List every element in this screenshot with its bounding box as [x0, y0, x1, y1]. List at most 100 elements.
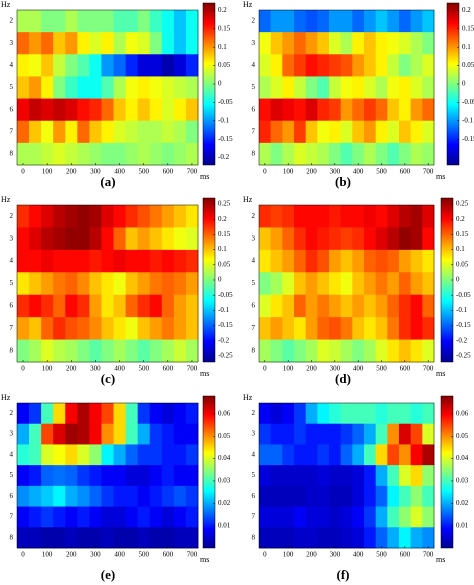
colorbar-tick-label: 0 [218, 276, 222, 284]
plot-frame [16, 9, 199, 166]
heat-cell [387, 339, 400, 363]
heat-cell [185, 272, 199, 296]
heat-cell [259, 142, 272, 166]
heat-cell [41, 465, 54, 487]
heat-cell [364, 76, 377, 99]
heat-cell [294, 205, 307, 228]
heat-cell [161, 465, 175, 487]
heat-cell [387, 294, 400, 318]
colorbar-tick-label: 0.05 [456, 260, 469, 268]
heat-cell [65, 444, 78, 466]
plot-frame [16, 204, 199, 363]
heat-cell [89, 142, 102, 166]
heat-cell [375, 527, 388, 549]
x-tick-label: 0 [21, 365, 25, 373]
panel-label: (d) [335, 371, 351, 386]
heat-cell [161, 32, 175, 55]
heat-cell [375, 142, 388, 166]
heat-cell [173, 403, 187, 425]
heat-cell [161, 339, 175, 363]
heat-cell [29, 98, 42, 122]
heat-cell [173, 32, 187, 55]
heat-cell [282, 506, 295, 528]
heat-cell [17, 272, 30, 296]
colorbar-tick-label: 0.1 [218, 245, 227, 253]
x-tick-label: 200 [66, 551, 77, 559]
heat-cell [185, 527, 199, 549]
heat-cell [317, 120, 330, 144]
heat-cell [137, 485, 151, 507]
heat-cell [53, 227, 66, 251]
heat-cell [17, 444, 30, 466]
heat-cell [340, 506, 353, 528]
heat-cell [317, 527, 330, 549]
colorbar-tick-label: 0.04 [218, 454, 231, 462]
heat-cell [113, 527, 126, 549]
heat-cell [173, 249, 187, 273]
heat-cell [317, 76, 330, 99]
heat-cell [125, 444, 139, 466]
heat-cell [185, 465, 199, 487]
heat-cell [29, 423, 42, 445]
heat-cell [399, 403, 412, 425]
heat-cell [399, 120, 412, 144]
heat-cell [422, 10, 435, 33]
heat-cell [185, 98, 199, 122]
heat-cell [149, 120, 163, 144]
heat-cell [149, 317, 163, 340]
heat-cell [317, 294, 330, 318]
heat-cell [352, 205, 365, 228]
heat-cell [364, 465, 377, 487]
heat-cell [317, 227, 330, 251]
heat-cell [41, 317, 54, 340]
heat-cell [294, 76, 307, 99]
heat-cell [422, 249, 435, 273]
heat-cell [317, 54, 330, 77]
x-tick-label: 600 [400, 365, 411, 373]
x-tick-label: 700 [187, 168, 198, 176]
heat-cell [149, 227, 163, 251]
heat-cell [270, 98, 283, 122]
y-tick-label: 6 [252, 105, 256, 113]
heat-cell [259, 403, 272, 425]
x-axis-label: ms [436, 555, 445, 564]
heat-cell [364, 10, 377, 33]
heat-cell [282, 485, 295, 507]
y-tick-label: 4 [252, 450, 256, 458]
heat-cell [41, 444, 54, 466]
heat-cell [125, 465, 139, 487]
heat-cell [101, 54, 114, 77]
heat-cell [173, 423, 187, 445]
heat-cell [317, 272, 330, 296]
heat-cell [113, 32, 126, 55]
heat-cell [364, 249, 377, 273]
panel-label: (c) [101, 371, 115, 386]
heat-cell [294, 142, 307, 166]
heat-cell [89, 444, 102, 466]
heat-cell [113, 98, 126, 122]
heat-cell [137, 465, 151, 487]
heat-cell [173, 339, 187, 363]
heat-cell [101, 423, 114, 445]
y-tick-label: 7 [252, 513, 256, 521]
heat-cell [161, 317, 175, 340]
heat-cell [340, 485, 353, 507]
heat-cell [259, 32, 272, 55]
heat-cell [387, 317, 400, 340]
heat-cell [89, 403, 102, 425]
x-tick-label: 600 [163, 168, 174, 176]
heat-cell [294, 465, 307, 487]
x-tick-label: 100 [42, 551, 53, 559]
heat-cell [294, 54, 307, 77]
heat-cell [161, 120, 175, 144]
heat-cell [305, 506, 318, 528]
heat-cell [29, 527, 42, 549]
heat-cell [375, 227, 388, 251]
heat-cell [317, 485, 330, 507]
x-tick-label: 500 [376, 365, 387, 373]
heat-cell [161, 76, 175, 99]
heat-cell [77, 317, 90, 340]
heat-cell [270, 506, 283, 528]
heat-cell [113, 485, 126, 507]
heat-cell [149, 465, 163, 487]
